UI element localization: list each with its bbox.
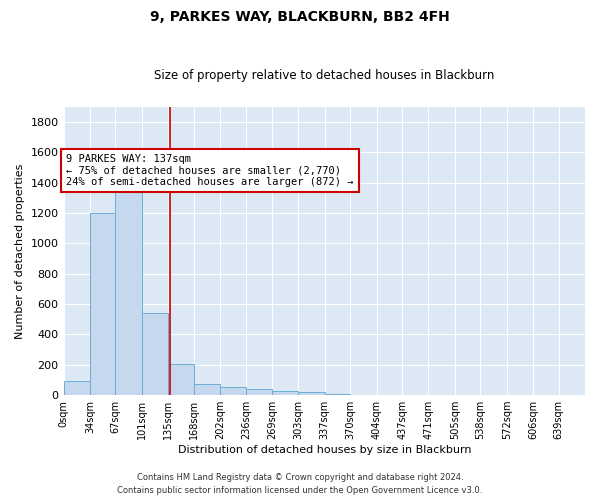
- Bar: [194, 384, 220, 395]
- Bar: [298, 392, 325, 395]
- Title: Size of property relative to detached houses in Blackburn: Size of property relative to detached ho…: [154, 69, 494, 82]
- Bar: [90, 213, 115, 395]
- Text: 9, PARKES WAY, BLACKBURN, BB2 4FH: 9, PARKES WAY, BLACKBURN, BB2 4FH: [150, 10, 450, 24]
- Bar: [142, 313, 168, 395]
- Bar: [272, 390, 298, 395]
- Y-axis label: Number of detached properties: Number of detached properties: [15, 163, 25, 338]
- Bar: [325, 394, 350, 395]
- Text: Contains HM Land Registry data © Crown copyright and database right 2024.
Contai: Contains HM Land Registry data © Crown c…: [118, 474, 482, 495]
- Bar: [115, 172, 142, 395]
- Text: 9 PARKES WAY: 137sqm
← 75% of detached houses are smaller (2,770)
24% of semi-de: 9 PARKES WAY: 137sqm ← 75% of detached h…: [66, 154, 353, 187]
- Bar: [247, 389, 272, 395]
- Bar: [220, 388, 247, 395]
- Bar: [64, 380, 90, 395]
- Bar: [168, 364, 194, 395]
- X-axis label: Distribution of detached houses by size in Blackburn: Distribution of detached houses by size …: [178, 445, 471, 455]
